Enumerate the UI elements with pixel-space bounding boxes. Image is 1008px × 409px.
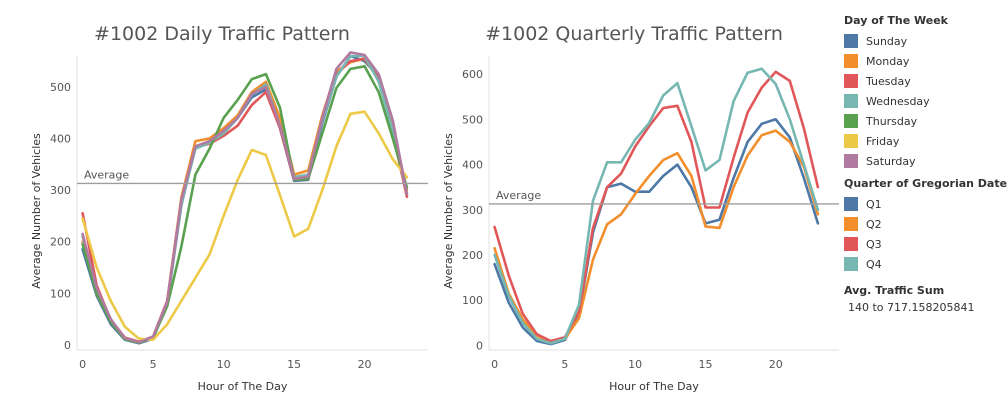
- y-tick-label: 300: [462, 204, 483, 217]
- legend-label: Monday: [866, 54, 910, 68]
- legend-swatch: [844, 114, 858, 128]
- x-tick-label: 20: [769, 358, 783, 371]
- y-tick-label: 300: [50, 184, 71, 197]
- legend-swatch: [844, 134, 858, 148]
- x-tick-label: 10: [217, 358, 231, 371]
- charts-area: #1002 Daily Traffic Pattern0100200300400…: [30, 23, 839, 393]
- y-tick-label: 200: [462, 249, 483, 262]
- y-tick-label: 400: [462, 159, 483, 172]
- quarter-legend-title: Quarter of Gregorian Date: [844, 177, 1008, 190]
- y-tick-label: 0: [476, 339, 483, 352]
- series-line-q2: [493, 129, 820, 344]
- legend-label: Q3: [866, 237, 882, 251]
- y-tick-label: 100: [462, 294, 483, 307]
- y-tick-label: 100: [50, 287, 71, 300]
- y-tick-label: 500: [462, 113, 483, 126]
- x-tick-label: 5: [561, 358, 568, 371]
- day-legend: Sunday Monday Tuesday Wednesday Thursday…: [844, 31, 1004, 171]
- series-line-wednesday: [81, 54, 409, 344]
- legend-item-friday[interactable]: Friday: [844, 131, 1004, 151]
- y-tick-label: 200: [50, 236, 71, 249]
- legend-swatch: [844, 94, 858, 108]
- legend-label: Q4: [866, 257, 882, 271]
- legend-label: Sunday: [866, 34, 908, 48]
- legend-item-q2[interactable]: Q2: [844, 214, 1004, 234]
- chart-panel-1: #1002 Daily Traffic Pattern0100200300400…: [30, 23, 428, 393]
- y-tick-label: 500: [50, 81, 71, 94]
- series-line-q4: [493, 67, 820, 345]
- legend-item-thursday[interactable]: Thursday: [844, 111, 1004, 131]
- chart-panel-2: #1002 Quarterly Traffic Pattern010020030…: [442, 23, 839, 393]
- x-tick-label: 10: [628, 358, 642, 371]
- legend-label: Thursday: [866, 114, 918, 128]
- legend-label: Saturday: [866, 154, 916, 168]
- day-legend-title: Day of The Week: [844, 14, 948, 27]
- x-axis-label: Hour of The Day: [198, 380, 288, 393]
- chart-title: #1002 Daily Traffic Pattern: [94, 23, 350, 45]
- legend-label: Tuesday: [866, 74, 911, 88]
- legend-swatch: [844, 154, 858, 168]
- x-axis-label: Hour of The Day: [609, 380, 699, 393]
- legend-item-wednesday[interactable]: Wednesday: [844, 91, 1004, 111]
- series-line-friday: [81, 110, 409, 341]
- quarter-legend: Q1 Q2 Q3 Q4: [844, 194, 1004, 274]
- legend-swatch: [844, 257, 858, 271]
- legend-swatch: [844, 74, 858, 88]
- legend-item-sunday[interactable]: Sunday: [844, 31, 1004, 51]
- chart-title: #1002 Quarterly Traffic Pattern: [485, 23, 783, 45]
- legend-item-q1[interactable]: Q1: [844, 194, 1004, 214]
- legend-panel: Day of The Week Sunday Monday Tuesday We…: [844, 10, 1008, 314]
- series-line-tuesday: [81, 57, 409, 343]
- legend-label: Friday: [866, 134, 900, 148]
- legend-swatch: [844, 217, 858, 231]
- x-tick-label: 0: [491, 358, 498, 371]
- x-tick-label: 15: [698, 358, 712, 371]
- x-tick-label: 5: [150, 358, 157, 371]
- legend-label: Q1: [866, 197, 882, 211]
- y-axis-label: Average Number of Vehicles: [442, 133, 455, 289]
- legend-label: Wednesday: [866, 94, 930, 108]
- y-tick-label: 0: [64, 339, 71, 352]
- legend-swatch: [844, 34, 858, 48]
- y-tick-label: 600: [462, 68, 483, 81]
- legend-item-tuesday[interactable]: Tuesday: [844, 71, 1004, 91]
- series-line-q3: [493, 70, 820, 343]
- average-label: Average: [84, 168, 129, 181]
- y-axis-label: Average Number of Vehicles: [30, 133, 43, 289]
- size-legend-title: Avg. Traffic Sum: [844, 284, 945, 297]
- legend-item-saturday[interactable]: Saturday: [844, 151, 1004, 171]
- series-line-monday: [81, 57, 409, 344]
- legend-item-q4[interactable]: Q4: [844, 254, 1004, 274]
- legend-label: Q2: [866, 217, 882, 231]
- legend-swatch: [844, 54, 858, 68]
- legend-swatch: [844, 197, 858, 211]
- x-tick-label: 15: [287, 358, 301, 371]
- legend-item-q3[interactable]: Q3: [844, 234, 1004, 254]
- average-label: Average: [496, 189, 541, 202]
- series-line-sunday: [81, 54, 409, 345]
- series-line-q1: [493, 118, 820, 346]
- y-tick-label: 400: [50, 133, 71, 146]
- legend-item-monday[interactable]: Monday: [844, 51, 1004, 71]
- series-line-saturday: [81, 51, 409, 344]
- size-legend-range: 140 to 717.158205841: [848, 301, 975, 314]
- x-tick-label: 20: [358, 358, 372, 371]
- x-tick-label: 0: [79, 358, 86, 371]
- legend-swatch: [844, 237, 858, 251]
